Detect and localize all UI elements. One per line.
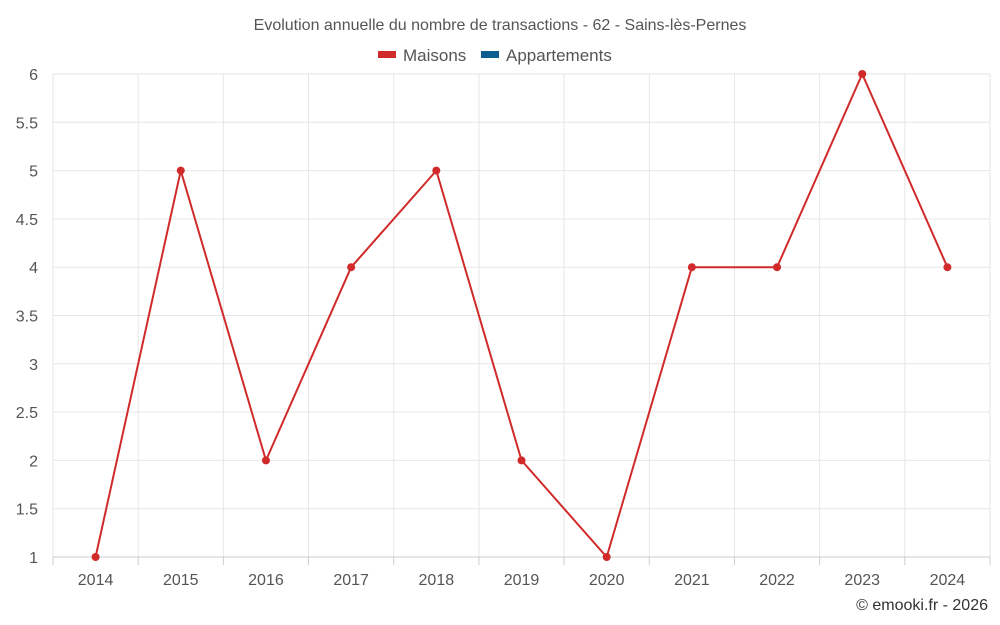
x-tick-label: 2016 <box>248 572 284 589</box>
legend-swatch-appartements <box>481 51 499 58</box>
grid <box>52 73 991 558</box>
data-point-maisons[interactable] <box>432 166 441 175</box>
legend-label-maisons: Maisons <box>403 46 466 65</box>
data-point-maisons[interactable] <box>943 263 952 272</box>
legend-label-appartements: Appartements <box>506 46 612 65</box>
legend-swatch-maisons <box>378 51 396 58</box>
x-tick-label: 2018 <box>419 572 455 589</box>
y-tick-label: 5 <box>29 164 38 181</box>
data-point-maisons[interactable] <box>773 263 782 272</box>
y-tick-label: 4.5 <box>16 212 38 229</box>
x-tick-label: 2015 <box>163 572 199 589</box>
data-point-maisons[interactable] <box>687 263 696 272</box>
y-tick-label: 3.5 <box>16 309 38 326</box>
y-tick-label: 5.5 <box>16 115 38 132</box>
y-tick-label: 2 <box>29 453 38 470</box>
y-tick-label: 3 <box>29 357 38 374</box>
data-point-maisons[interactable] <box>347 263 356 272</box>
y-tick-label: 6 <box>29 67 38 84</box>
data-point-maisons[interactable] <box>261 456 270 465</box>
x-tick-label: 2014 <box>78 572 114 589</box>
axes: 1 1.5 2 2.5 3 3.5 4 4.5 5 5.5 6 2014 2015 2016 2017 201… <box>16 67 991 589</box>
y-tick-label: 1.5 <box>16 502 38 519</box>
data-point-maisons[interactable] <box>176 166 185 175</box>
x-tick-label: 2021 <box>674 572 710 589</box>
x-tick-label: 2024 <box>930 572 966 589</box>
data-point-maisons[interactable] <box>858 70 867 78</box>
y-tick-label: 1 <box>29 550 38 567</box>
data-point-maisons[interactable] <box>91 553 100 561</box>
legend-item-maisons[interactable]: Maisons <box>378 46 466 65</box>
y-tick-label: 4 <box>29 260 38 277</box>
data-point-maisons[interactable] <box>517 456 526 465</box>
data-point-maisons[interactable] <box>602 553 611 561</box>
credit-text: © emooki.fr - 2026 <box>856 597 988 614</box>
legend: Maisons Appartements <box>378 46 612 65</box>
y-tick-label: 2.5 <box>16 405 38 422</box>
x-tick-label: 2017 <box>333 572 369 589</box>
x-tick-label: 2022 <box>759 572 795 589</box>
chart-title: Evolution annuelle du nombre de transact… <box>254 17 747 34</box>
x-tick-label: 2019 <box>504 572 540 589</box>
series-maisons <box>91 70 952 561</box>
legend-item-appartements[interactable]: Appartements <box>481 46 612 65</box>
x-tick-label: 2020 <box>589 572 625 589</box>
x-tick-label: 2023 <box>844 572 880 589</box>
